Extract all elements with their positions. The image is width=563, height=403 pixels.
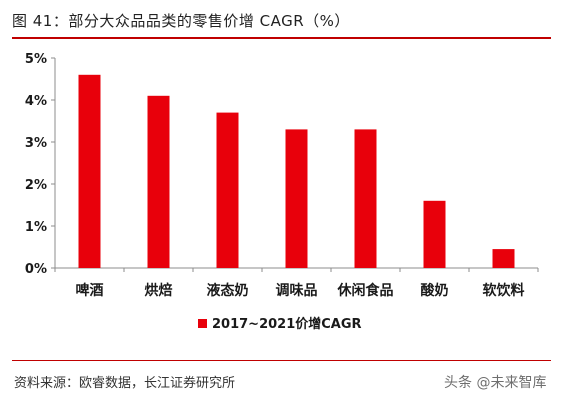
bar-2	[216, 112, 239, 268]
x-category-label: 软饮料	[483, 282, 525, 299]
x-category-label: 啤酒	[76, 282, 104, 299]
figure-title: 图 41：部分大众品品类的零售价增 CAGR（%）	[12, 12, 350, 30]
legend-label: 2017~2021价增CAGR	[212, 316, 362, 332]
x-category-label: 烘焙	[145, 282, 173, 299]
x-category-label: 调味品	[276, 283, 318, 299]
x-category-label: 液态奶	[207, 282, 249, 299]
bar-chart: 0% 1% 2% 3% 4% 5% 啤酒 烘焙 液态奶 调味品 休闲食品 酸奶 软饮料 2017~2021…	[25, 52, 539, 332]
source-note: 资料来源：欧睿数据，长江证券研究所	[14, 376, 236, 391]
bar-6	[492, 249, 515, 268]
bar-0	[78, 74, 101, 268]
y-tick-label: 1%	[25, 220, 47, 235]
footer-rule	[12, 360, 551, 361]
bar-3	[285, 129, 308, 268]
y-tick-label: 0%	[25, 262, 47, 277]
y-tick-label: 3%	[25, 136, 47, 151]
bar-5	[423, 200, 446, 268]
y-tick-label: 5%	[25, 52, 47, 67]
x-category-label: 酸奶	[421, 282, 449, 299]
title-rule	[12, 37, 551, 39]
x-category-label: 休闲食品	[337, 282, 394, 299]
legend-swatch	[198, 319, 207, 328]
y-tick-label: 4%	[25, 94, 47, 109]
watermark-text: 头条 @未来智库	[444, 375, 547, 391]
y-tick-label: 2%	[25, 178, 47, 193]
bar-1	[147, 95, 170, 268]
bar-4	[354, 129, 377, 268]
